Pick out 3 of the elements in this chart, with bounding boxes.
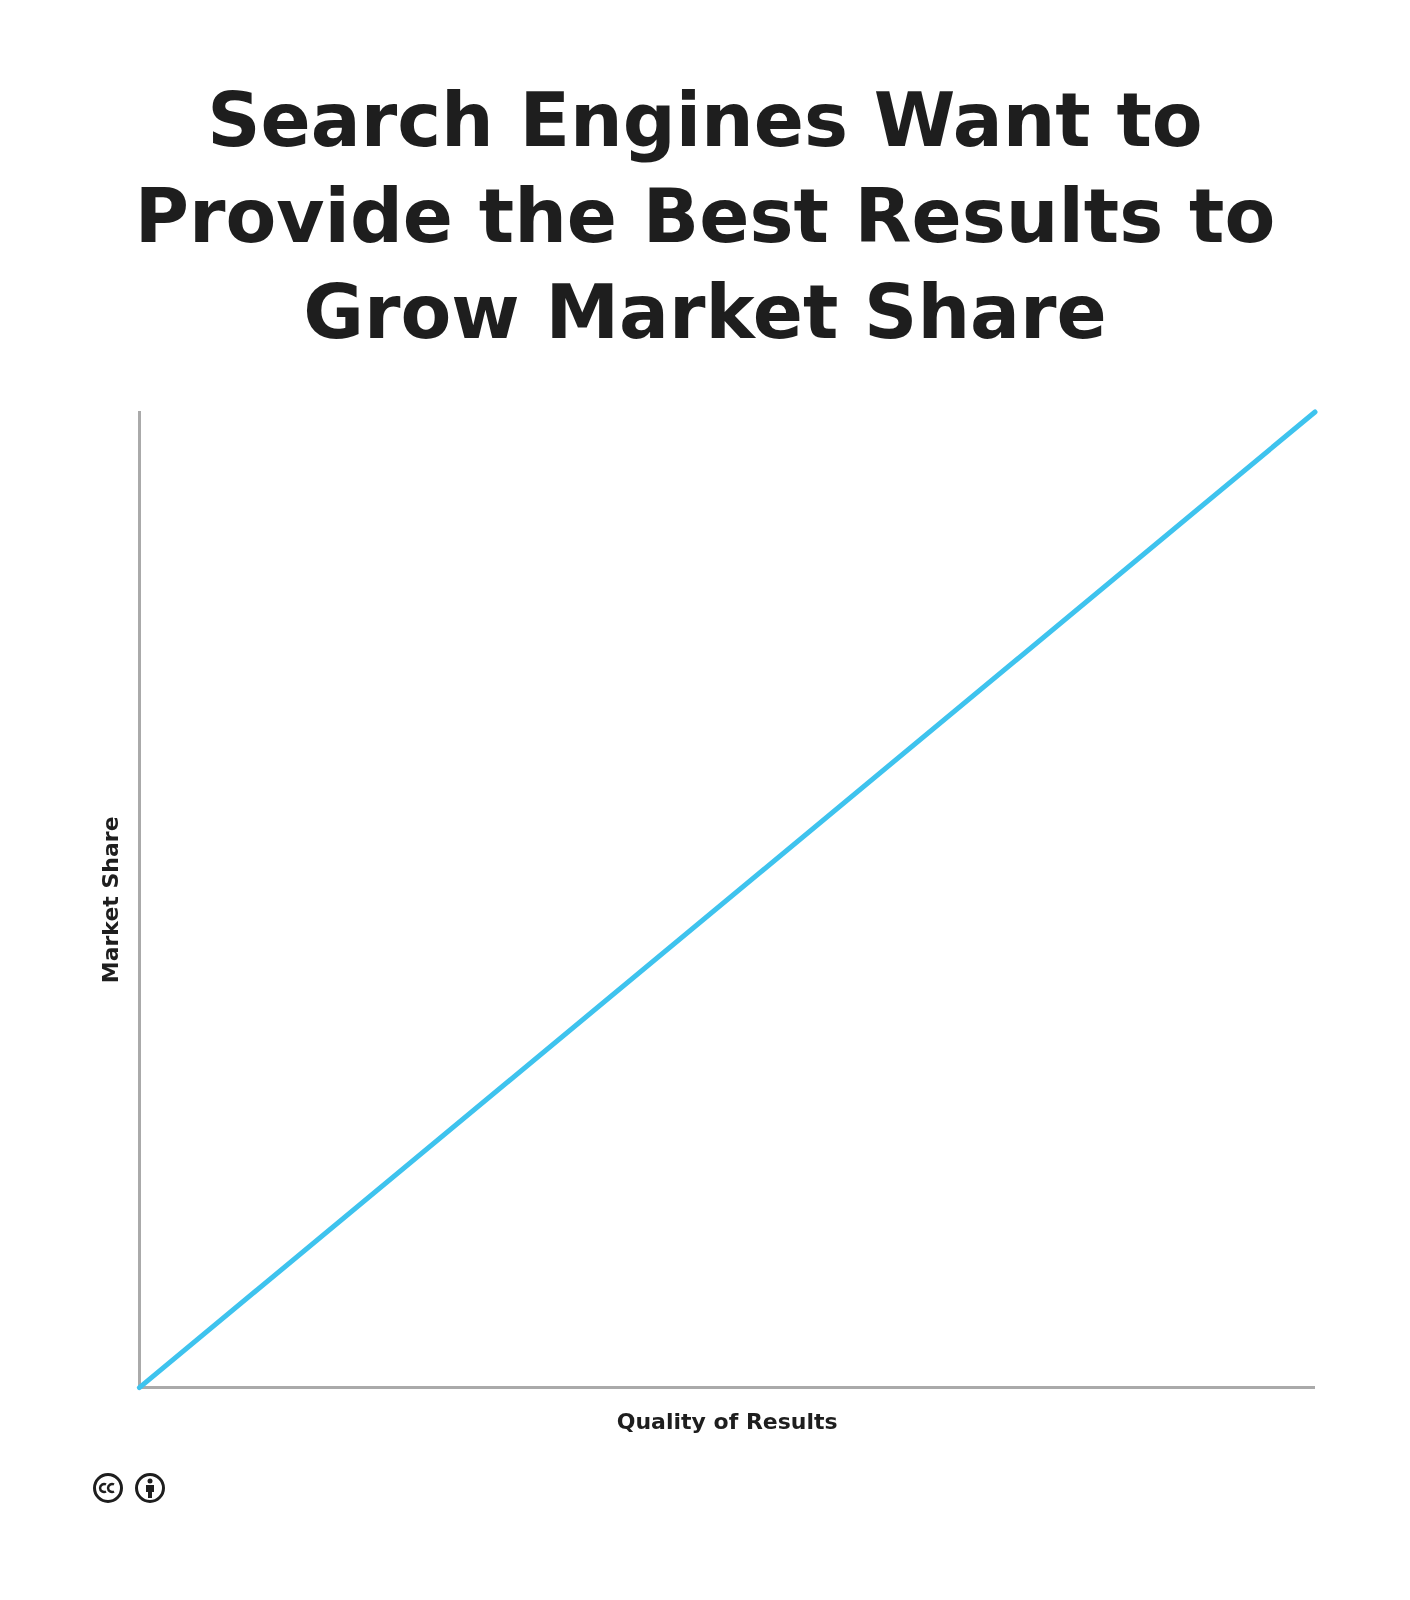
x-axis-title: Quality of Results [616,1408,838,1434]
y-axis-title: Market Share [97,816,123,984]
chart-title: Search Engines Want to Provide the Best Results to Grow Market Share [133,76,1277,357]
